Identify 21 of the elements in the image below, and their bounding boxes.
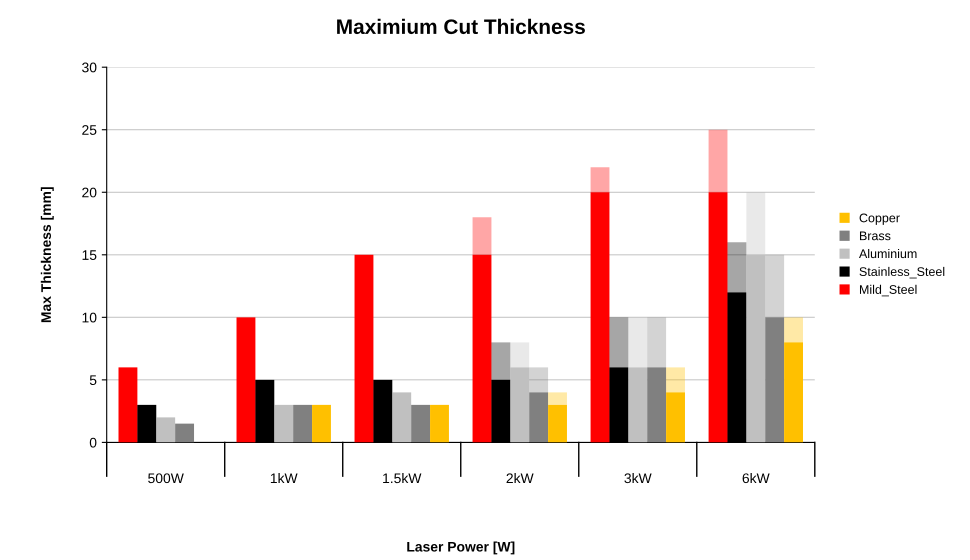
y-axis-title: Max Thickness [mm] bbox=[40, 187, 54, 322]
x-tick-label: 1.5kW bbox=[383, 472, 422, 484]
y-tick-label: 0 bbox=[90, 438, 96, 448]
x-tick-label: 3kW bbox=[624, 472, 652, 484]
y-tick-label: 10 bbox=[82, 312, 96, 323]
y-tick-label: 20 bbox=[82, 188, 96, 198]
chart-title: Maximium Cut Thickness bbox=[337, 18, 585, 34]
x-tick-label: 500W bbox=[148, 473, 184, 484]
y-tick-label: 5 bbox=[90, 375, 96, 386]
legend-label: Brass bbox=[860, 232, 890, 240]
legend-label: Copper bbox=[860, 214, 900, 225]
x-tick-label: 1kW bbox=[270, 472, 298, 484]
legend-label: Mild_Steel bbox=[860, 284, 916, 296]
x-tick-label: 2kW bbox=[506, 472, 534, 484]
legend-label: Stainless_Steel bbox=[860, 266, 944, 278]
x-axis-title: Laser Power [W] bbox=[407, 541, 514, 554]
legend-label: Aluminium bbox=[858, 248, 916, 258]
y-tick-label: 25 bbox=[82, 125, 96, 135]
y-tick-label: 30 bbox=[82, 62, 96, 72]
y-tick-label: 15 bbox=[82, 250, 96, 260]
x-tick-label: 6kW bbox=[742, 472, 770, 484]
